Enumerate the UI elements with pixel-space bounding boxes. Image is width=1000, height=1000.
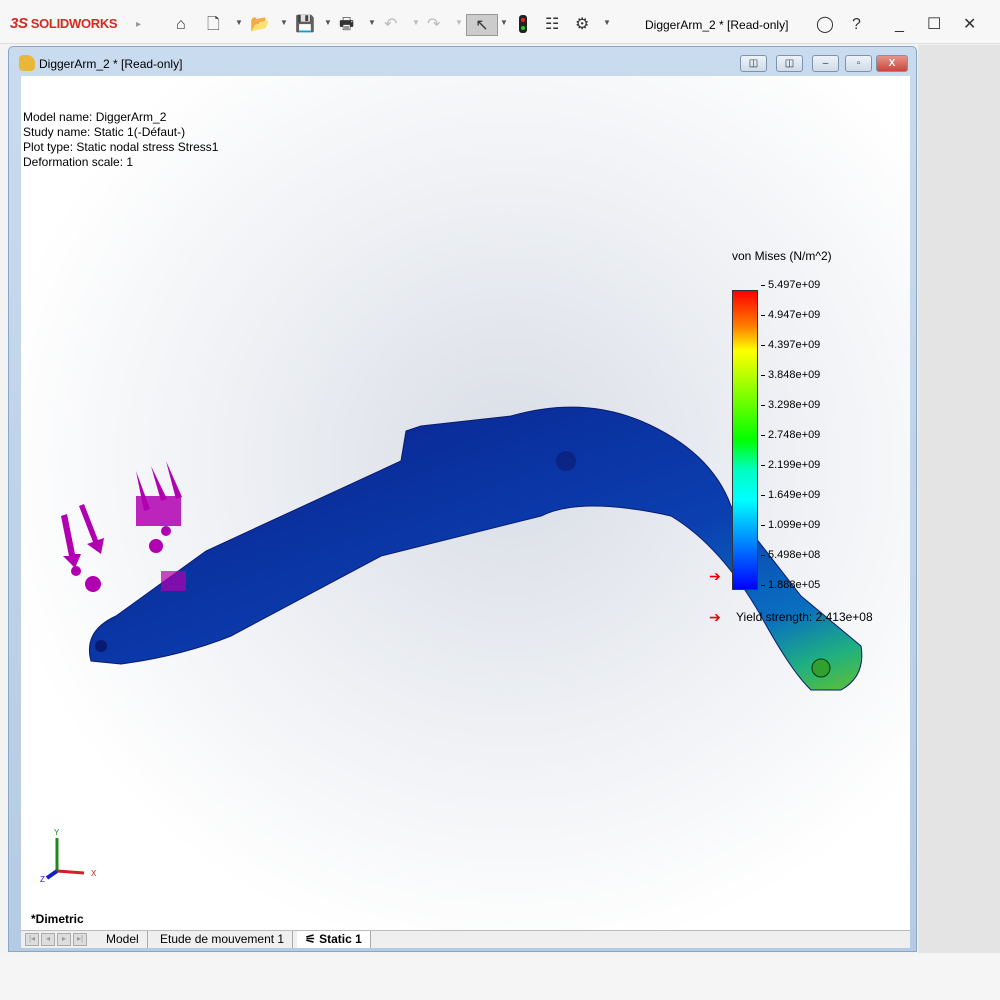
doc-minimize-button[interactable]: – xyxy=(812,55,839,72)
view-orientation-label: *Dimetric xyxy=(31,912,84,926)
digger-arm-model[interactable] xyxy=(21,76,910,931)
y-axis-label: Y xyxy=(54,828,60,837)
tile-right-button[interactable]: ◫ xyxy=(776,55,803,72)
options-icon[interactable]: ⚙ xyxy=(575,16,590,33)
legend-tick-label: 3.298e+09 xyxy=(760,399,821,411)
help-icon[interactable]: ? xyxy=(852,16,861,33)
redo-icon[interactable]: ↷ xyxy=(427,16,441,33)
legend-tick-label: 2.748e+09 xyxy=(760,429,821,441)
deformation-scale: Deformation scale: 1 xyxy=(23,155,134,169)
legend-tick-label: 3.848e+09 xyxy=(760,369,821,381)
study-name: Study name: Static 1(-Défaut-) xyxy=(23,125,186,139)
maximize-button[interactable]: ☐ xyxy=(927,16,942,33)
tab-model[interactable]: Model xyxy=(98,931,148,948)
axis-triad[interactable]: Y X Z xyxy=(39,826,109,886)
yield-strength: Yield strength: 2.413e+08 xyxy=(736,610,873,624)
chevron-down-icon[interactable]: ▼ xyxy=(455,18,463,27)
close-button[interactable]: ✕ xyxy=(963,16,977,33)
solidworks-logo[interactable]: 3S SOLIDWORKS xyxy=(10,15,118,32)
doc-restore-button[interactable]: ▫ xyxy=(845,55,872,72)
chevron-down-icon[interactable]: ▼ xyxy=(500,18,508,27)
chevron-down-icon[interactable]: ▼ xyxy=(324,18,332,27)
legend-tick-label: 5.497e+09 xyxy=(760,279,821,291)
app-title: DiggerArm_2 * [Read-only] xyxy=(645,18,789,32)
prev-tab-button[interactable]: ◂ xyxy=(41,933,55,946)
load-arrows xyxy=(61,461,186,592)
open-icon[interactable]: 📂 xyxy=(250,16,270,33)
tile-left-button[interactable]: ◫ xyxy=(740,55,767,72)
legend-title: von Mises (N/m^2) xyxy=(732,249,832,263)
legend-tick-label: 4.397e+09 xyxy=(760,339,821,351)
main-toolbar: 3S SOLIDWORKS ▸ ⌂ 🗋 ▼ 📂 ▼ 💾 ▼ 🖶 ▼ ↶ ▼ ↷ ▼ ↖ ▼ ☷ … xyxy=(0,0,1000,44)
file-properties-icon[interactable]: ☷ xyxy=(545,16,560,33)
legend-tick-label: 5.498e+08 xyxy=(760,549,821,561)
legend-tick-label: 2.199e+09 xyxy=(760,459,821,471)
z-axis-label: Z xyxy=(40,875,45,884)
color-scale-bar xyxy=(732,290,758,590)
yield-marker-arrow: ➔ xyxy=(709,568,721,584)
task-pane xyxy=(918,45,1000,955)
legend-tick-label: 1.888e+05 xyxy=(760,579,821,591)
chevron-down-icon[interactable]: ▼ xyxy=(412,18,420,27)
plot-type: Plot type: Static nodal stress Stress1 xyxy=(23,140,219,154)
part-icon xyxy=(19,55,35,71)
next-tab-button[interactable]: ▸ xyxy=(57,933,71,946)
chevron-down-icon[interactable]: ▼ xyxy=(368,18,376,27)
yield-arrow-icon: ➔ xyxy=(709,609,721,625)
simulation-icon: ⚟ xyxy=(305,932,320,946)
model-tabs-bar: |◂ ◂ ▸ ▸| Model Etude de mouvement 1 ⚟ S… xyxy=(21,930,910,948)
legend-tick-label: 4.947e+09 xyxy=(760,309,821,321)
minimize-button[interactable]: _ xyxy=(895,16,904,33)
tab-motion-study[interactable]: Etude de mouvement 1 xyxy=(152,931,294,948)
x-axis-label: X xyxy=(91,869,97,878)
graphics-viewport[interactable]: Model name: DiggerArm_2 Study name: Stat… xyxy=(21,76,910,931)
new-document-icon[interactable]: 🗋 xyxy=(207,16,220,33)
document-title: DiggerArm_2 * [Read-only] xyxy=(39,57,183,71)
arm-body xyxy=(89,406,863,691)
save-icon[interactable]: 💾 xyxy=(295,16,315,33)
status-bar xyxy=(0,953,1000,1000)
tab-static-1[interactable]: ⚟ Static 1 xyxy=(297,931,371,948)
study-info: Model name: DiggerArm_2 Study name: Stat… xyxy=(23,110,218,170)
legend-tick-label: 1.099e+09 xyxy=(760,519,821,531)
model-name: Model name: DiggerArm_2 xyxy=(23,110,167,124)
legend-tick-label: 1.649e+09 xyxy=(760,489,821,501)
last-tab-button[interactable]: ▸| xyxy=(73,933,87,946)
chevron-down-icon[interactable]: ▼ xyxy=(235,18,243,27)
first-tab-button[interactable]: |◂ xyxy=(25,933,39,946)
select-icon[interactable]: ↖ xyxy=(466,14,498,36)
doc-close-button[interactable]: X xyxy=(876,55,908,72)
document-window: DiggerArm_2 * [Read-only] ◫ ◫ – ▫ X Mode… xyxy=(8,46,917,952)
print-icon[interactable]: 🖶 xyxy=(339,16,355,33)
chevron-down-icon[interactable]: ▼ xyxy=(280,18,288,27)
chevron-down-icon[interactable]: ▼ xyxy=(603,18,611,27)
rebuild-icon[interactable] xyxy=(516,14,530,36)
home-icon[interactable]: ⌂ xyxy=(176,16,186,33)
account-icon[interactable]: ◯ xyxy=(816,16,834,33)
undo-icon[interactable]: ↶ xyxy=(384,16,398,33)
expand-menu-icon[interactable]: ▸ xyxy=(136,19,142,30)
